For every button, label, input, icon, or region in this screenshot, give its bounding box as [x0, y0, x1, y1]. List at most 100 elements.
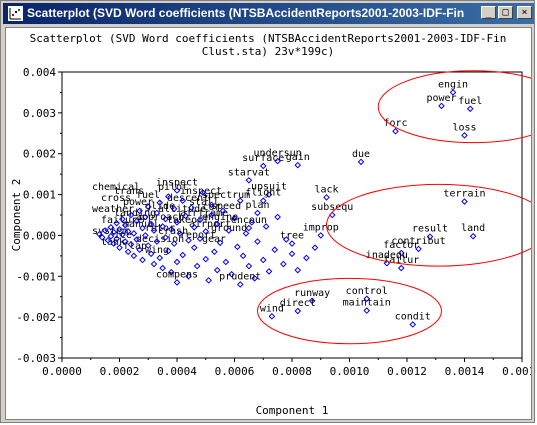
y-axis: -0.003 -0.002 -0.001 0.000 0.001 0.002 0.003 0.…	[16, 66, 62, 365]
point-label-lack: lack	[314, 184, 338, 195]
data-point-due	[357, 158, 365, 166]
cluster-point	[170, 240, 178, 247]
cluster-point	[254, 238, 261, 245]
cluster-point	[142, 213, 149, 221]
scatterplot-app-icon	[8, 6, 23, 21]
data-point-prudent	[236, 281, 244, 288]
cluster-point	[144, 242, 152, 249]
point-label-undersun: undersun	[254, 148, 302, 159]
cluster-point	[110, 240, 118, 247]
highlight-ellipses	[257, 70, 537, 345]
overlapping-label: report	[180, 230, 216, 241]
point-label-terrain: terrain	[443, 189, 485, 200]
cluster-point	[248, 219, 256, 226]
maximize-button[interactable]: □	[498, 6, 513, 19]
cluster-point	[208, 201, 215, 209]
cluster-point	[173, 258, 181, 266]
data-point-tree	[288, 240, 296, 247]
cluster-point	[107, 223, 115, 231]
point-label-subsequ: subsequ	[311, 202, 353, 213]
data-point-gain	[294, 161, 302, 169]
overlapping-label: crash	[158, 226, 188, 237]
point-label-encoun: encoun	[231, 215, 267, 226]
cluster-point	[213, 266, 221, 274]
cluster-point	[182, 212, 189, 220]
y-tick-label: -0.002	[16, 311, 56, 324]
x-axis-label: Component 1	[256, 404, 329, 417]
cluster-point	[167, 225, 175, 233]
cluster-point	[127, 241, 135, 248]
point-label-forc: forc	[383, 118, 407, 129]
cluster-point	[130, 252, 138, 260]
overlapping-label: spectrum	[202, 190, 250, 201]
minimize-button[interactable]: _	[481, 6, 496, 19]
data-point-forc	[392, 127, 399, 135]
cluster-point	[193, 262, 201, 270]
y-tick-label: 0.003	[23, 107, 56, 120]
cluster-point	[274, 213, 281, 221]
x-tick-label: 0.0016	[502, 365, 531, 378]
overlapping-label: gear	[202, 234, 226, 245]
cluster-point	[239, 252, 247, 260]
overlapping-label: system	[92, 226, 128, 237]
cluster-point	[179, 197, 187, 205]
cluster-point	[288, 250, 296, 258]
cluster-point	[196, 216, 204, 224]
cluster-point	[104, 237, 112, 244]
point-label-power: power	[426, 93, 456, 104]
cluster-point	[282, 236, 290, 243]
cluster-point	[236, 197, 244, 205]
cluster-point	[234, 243, 241, 251]
overlapping-label: decision	[136, 234, 184, 245]
scatterplot: Scatterplot (SVD Word coefficients (NTSB…	[6, 28, 537, 419]
cluster-point	[98, 234, 106, 241]
cluster-point	[119, 231, 126, 238]
overlapping-label: landing	[114, 208, 156, 219]
point-label-fuel: fuel	[458, 96, 482, 107]
title-bar[interactable]: Scatterplot (SVD Word coefficients (NTSB…	[3, 3, 534, 24]
cluster-point	[139, 224, 146, 232]
overlapping-label: wing	[145, 245, 169, 256]
cluster-point	[170, 205, 178, 213]
overlapping-label: airport	[189, 219, 231, 230]
data-point-wind	[268, 313, 276, 320]
point-label-maintain: maintain	[343, 298, 391, 309]
y-tick-label: -0.001	[16, 270, 56, 283]
point-label-upsuit: upsuit	[251, 182, 287, 193]
cluster-point	[113, 219, 120, 227]
data-point-factor	[397, 249, 405, 257]
cluster-point	[150, 260, 158, 268]
cluster-point	[222, 258, 230, 266]
overlapping-label: failure	[101, 215, 143, 226]
close-button[interactable]: ×	[517, 6, 532, 19]
cluster-point	[127, 211, 135, 219]
overlapping-label: power	[123, 197, 153, 208]
cluster-point	[139, 256, 146, 264]
overlapping-label: engine	[202, 212, 238, 223]
data-point-power	[438, 102, 445, 110]
data-point-plan	[254, 209, 261, 217]
cluster-point	[242, 230, 250, 237]
overlapping-label: glide	[145, 201, 175, 212]
cluster-point	[205, 277, 212, 284]
cluster-point	[165, 193, 172, 200]
cluster-point	[294, 266, 302, 274]
cluster-point	[265, 268, 273, 275]
point-label-tree: tree	[280, 231, 304, 242]
cluster-point	[142, 232, 149, 239]
data-point-engin	[449, 89, 457, 96]
x-tick-label: 0.0002	[100, 365, 140, 378]
highlight-ellipse-2	[326, 183, 537, 267]
point-label-inspect: inspect	[156, 177, 198, 188]
point-label-contribut: contribut	[391, 236, 445, 247]
data-point-compens	[173, 279, 181, 286]
cluster-point	[116, 225, 123, 233]
cluster-point	[124, 248, 132, 256]
point-label-loss: loss	[452, 122, 476, 133]
x-tick-label: 0.0008	[272, 365, 312, 378]
data-point-lack	[323, 194, 330, 201]
cluster-point	[190, 244, 198, 251]
x-tick-label: 0.0006	[215, 365, 255, 378]
overlapping-label: airframe	[180, 208, 228, 219]
point-label-plan: plan	[245, 200, 269, 211]
